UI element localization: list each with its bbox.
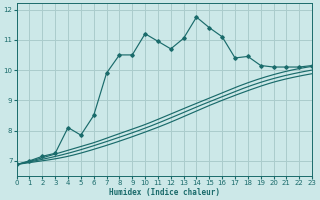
X-axis label: Humidex (Indice chaleur): Humidex (Indice chaleur) — [109, 188, 220, 197]
